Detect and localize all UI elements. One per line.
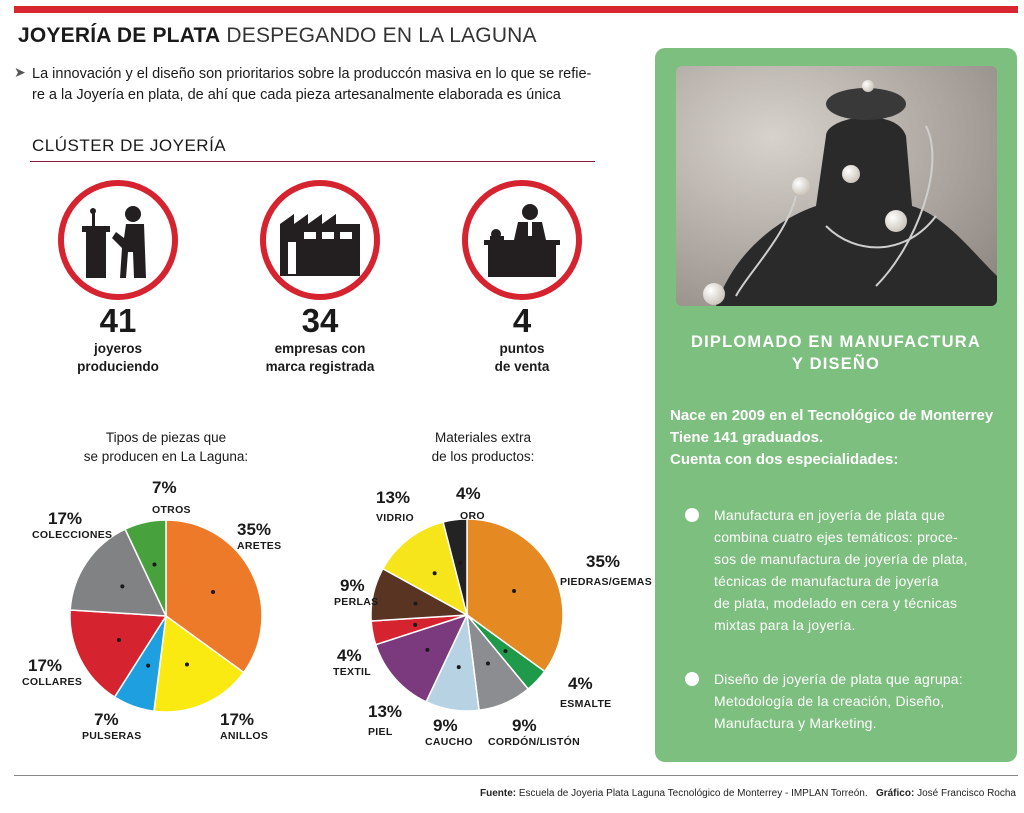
specialty-bullet-2: Diseño de joyería de plata que agrupa: Me… — [685, 668, 1004, 734]
stat-value: 34 — [301, 302, 339, 339]
pie1-label-aretes: 35% ARETES — [237, 520, 282, 552]
pie-slice-colecciones — [69, 528, 168, 617]
pie2-label-cordon: 9% CORDÓN/LISTÓN — [488, 716, 580, 748]
panel-title: DIPLOMADO EN MANUFACTURA Y DISEÑO — [690, 333, 982, 373]
pie-slice-marker — [146, 663, 151, 668]
pie1-label-otros: 7% OTROS — [152, 478, 191, 516]
chevron-right-icon: ➤ — [14, 64, 26, 80]
pie2-label-piel: 13% PIEL — [368, 702, 403, 738]
pie2-label-piedras: 35% PIEDRAS/GEMAS — [560, 552, 652, 588]
pie1-label-anillos: 17% ANILLOS — [220, 710, 269, 742]
pie1-label-collares: 17% COLLARES — [22, 656, 83, 688]
pie2-label-esmalte: 4% ESMALTE — [560, 674, 612, 710]
pie-chart-materials — [370, 518, 564, 712]
pie-chart-piece-types — [69, 519, 263, 713]
pie1-label-colecciones: 17% COLECCIONES — [32, 509, 113, 541]
pie-slice-oro — [442, 518, 468, 616]
pie-slice-marker — [458, 560, 463, 565]
pie-slice-marker — [503, 649, 508, 654]
pie-slice-marker — [456, 665, 461, 670]
panel-facts: Nace en 2009 en el Tecnológico de Monter… — [670, 407, 994, 468]
pie-slice-marker — [211, 590, 216, 595]
pie-slice-piel — [374, 613, 469, 703]
bullet-dot-icon — [685, 508, 699, 522]
intro-text: La innovación y el diseño son prioritari… — [32, 66, 592, 103]
section-title: CLÚSTER DE JOYERÍA — [32, 136, 227, 155]
pie-slice-aretes — [165, 519, 263, 674]
pie2-label-vidrio: 13% VIDRIO — [376, 488, 414, 524]
stat-companies: 34 empresas con marca registrada — [220, 178, 420, 376]
pie2-label-textil: 4% TEXTIL — [333, 646, 371, 678]
top-red-bar — [14, 6, 1018, 13]
pie2-title: Materiales extra de los productos: — [431, 430, 535, 464]
factory-icon — [258, 178, 382, 302]
pie-slice-marker — [184, 662, 189, 667]
stat-label: empresas con marca registrada — [265, 341, 375, 374]
pie-slice-marker — [512, 589, 517, 594]
pie-slice-marker — [432, 571, 437, 576]
stat-stores: 4 puntos de venta — [422, 178, 622, 376]
stat-value: 4 — [512, 302, 532, 339]
footer-source: Fuente: Escuela de Joyeria Plata Laguna … — [479, 788, 1016, 799]
pie1-label-pulseras: 7% PULSERAS — [82, 710, 142, 742]
pie-slice-piedras-gemas — [466, 518, 564, 673]
pie-slice-collares — [69, 609, 168, 699]
jewelry-photo — [676, 66, 997, 306]
stat-label: joyeros produciendo — [77, 341, 159, 374]
pie-slice-marker — [116, 637, 121, 642]
page-title: JOYERÍA DE PLATA DESPEGANDO EN LA LAGUNA — [18, 24, 537, 47]
specialty-bullet-1: Manufactura en joyería de plata que combi… — [685, 504, 1004, 636]
pie-slice-marker — [413, 622, 418, 627]
pie-slice-marker — [425, 647, 430, 652]
pie2-label-perlas: 9% PERLAS — [334, 576, 379, 608]
pie-slice-otros — [124, 519, 167, 617]
pie-slice-marker — [152, 562, 157, 567]
section-divider — [30, 161, 595, 162]
jeweler-icon — [56, 178, 180, 302]
pie-slice-anillos — [153, 614, 245, 713]
stat-value: 41 — [99, 302, 137, 339]
pie-slice-marker — [120, 584, 125, 589]
pie2-label-caucho: 9% CAUCHO — [425, 716, 473, 748]
pie-slice-marker — [485, 661, 490, 666]
bullet-dot-icon — [685, 672, 699, 686]
stat-jewelers: 41 joyeros produciendo — [18, 178, 218, 376]
footer-divider — [14, 775, 1018, 776]
pie1-title: Tipos de piezas que se producen en La Lag… — [83, 430, 249, 464]
pie2-label-oro: 4% ORO — [456, 484, 485, 522]
store-counter-icon — [460, 178, 584, 302]
pie-slice-vidrio — [381, 521, 469, 617]
pie-slice-marker — [413, 601, 418, 606]
stat-label: puntos de venta — [494, 341, 550, 374]
